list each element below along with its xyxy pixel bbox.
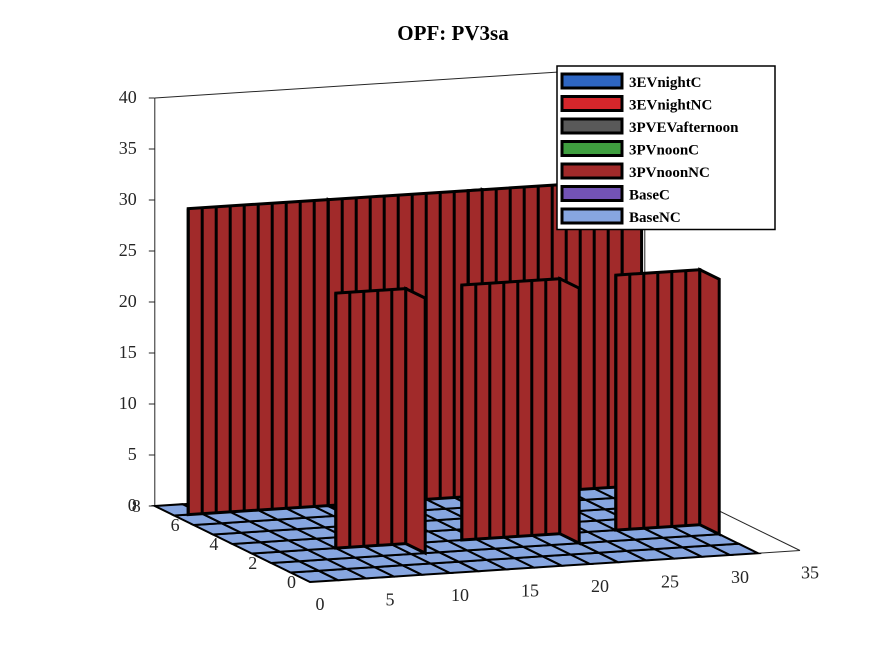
chart-title: OPF: PV3sa [397, 21, 509, 45]
z-tick-label: 25 [119, 240, 137, 260]
bar [334, 287, 408, 550]
tick-labels: 0 5 10 15 20 25 30 35 40 0 5 10 15 20 25 30 35 0 2 4 6 8 [119, 87, 819, 614]
legend-swatch [560, 140, 624, 157]
z-tick-label: 20 [119, 291, 137, 311]
legend-swatch [560, 162, 624, 180]
bar-side [404, 286, 427, 556]
legend: 3EVnightC 3EVnightNC 3PVEVafternoon 3PVnoon… [556, 65, 776, 231]
z-tick-label: 15 [119, 342, 137, 362]
legend-swatch [560, 185, 624, 202]
z-tick-label: 0 [128, 495, 137, 515]
y-tick-label: 2 [248, 553, 257, 573]
z-tick-label: 35 [119, 138, 137, 158]
bar-side [558, 276, 581, 546]
x-tick-label: 5 [386, 590, 395, 610]
legend-label: 3EVnightNC [629, 98, 712, 114]
y-tick-label: 4 [209, 534, 218, 554]
z-tick-label: 30 [119, 189, 137, 209]
legend-label: 3EVnightC [629, 75, 702, 91]
x-tick-label: 0 [316, 594, 325, 614]
legend-label: 3PVEVafternoon [629, 120, 739, 136]
y-tick-label: 0 [287, 572, 296, 592]
z-tick-label: 10 [119, 393, 137, 413]
legend-swatch [560, 95, 624, 112]
y-tick-label: 6 [171, 515, 180, 535]
legend-label: 3PVnoonC [629, 143, 699, 159]
y-tick-label: 8 [132, 496, 141, 516]
legend-label: BaseC [629, 188, 670, 204]
legend-swatch [560, 207, 624, 225]
bar-side [698, 267, 721, 537]
z-tick-label: 40 [119, 87, 137, 107]
x-tick-label: 25 [661, 572, 679, 592]
legend-label: 3PVnoonNC [629, 165, 710, 181]
bars [186, 178, 721, 556]
z-tick-label: 5 [128, 444, 137, 464]
x-tick-label: 35 [801, 563, 819, 583]
x-tick-label: 30 [731, 567, 749, 587]
legend-swatch [560, 72, 624, 90]
x-tick-label: 20 [591, 576, 609, 596]
legend-label: BaseNC [629, 210, 681, 226]
x-tick-label: 15 [521, 581, 539, 601]
legend-swatch [560, 117, 624, 135]
x-tick-label: 10 [451, 585, 469, 605]
